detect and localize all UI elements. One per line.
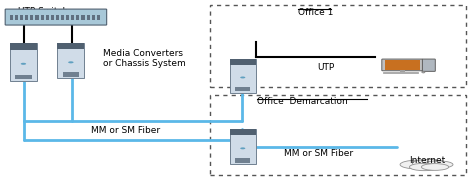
Ellipse shape <box>408 163 438 171</box>
Text: Media Converters
or Chassis System: Media Converters or Chassis System <box>103 49 186 68</box>
Bar <box>229 59 255 65</box>
Bar <box>15 75 31 79</box>
Bar <box>51 15 54 20</box>
Bar <box>10 43 37 50</box>
Bar <box>235 87 250 91</box>
FancyBboxPatch shape <box>229 59 255 93</box>
Bar <box>399 70 404 72</box>
Bar <box>20 15 23 20</box>
Text: UTP Switch: UTP Switch <box>18 7 68 16</box>
Bar <box>87 15 89 20</box>
Bar <box>30 15 33 20</box>
Ellipse shape <box>421 71 424 73</box>
Ellipse shape <box>412 159 444 167</box>
Circle shape <box>240 76 245 78</box>
FancyBboxPatch shape <box>229 129 255 165</box>
FancyBboxPatch shape <box>381 59 422 71</box>
Text: Internet: Internet <box>408 156 445 165</box>
Bar <box>97 15 99 20</box>
Bar <box>15 15 18 20</box>
Ellipse shape <box>399 160 435 169</box>
Bar <box>66 15 69 20</box>
Bar <box>35 15 39 20</box>
Bar <box>57 43 84 49</box>
Bar <box>56 15 59 20</box>
Ellipse shape <box>420 164 448 170</box>
Circle shape <box>20 63 26 65</box>
Text: MM or SM Fiber: MM or SM Fiber <box>283 149 352 158</box>
Bar <box>91 15 95 20</box>
Bar <box>382 72 416 73</box>
Bar <box>25 15 28 20</box>
FancyBboxPatch shape <box>57 43 84 78</box>
FancyBboxPatch shape <box>10 43 37 81</box>
Bar <box>46 15 49 20</box>
Ellipse shape <box>422 161 452 168</box>
Text: UTP: UTP <box>317 63 334 72</box>
Bar <box>40 15 44 20</box>
Bar <box>229 129 255 135</box>
Text: Office  Demarcation: Office Demarcation <box>257 97 347 106</box>
Circle shape <box>240 147 245 149</box>
Bar <box>235 158 250 163</box>
Bar <box>61 15 64 20</box>
FancyBboxPatch shape <box>421 59 435 71</box>
Text: Office 1: Office 1 <box>297 8 332 17</box>
Bar <box>384 60 418 70</box>
Bar <box>63 72 79 77</box>
Circle shape <box>68 61 73 63</box>
Bar <box>10 15 13 20</box>
Bar <box>76 15 79 20</box>
FancyBboxPatch shape <box>5 9 107 25</box>
Text: MM or SM Fiber: MM or SM Fiber <box>91 126 160 135</box>
Bar <box>71 15 74 20</box>
Bar <box>81 15 84 20</box>
